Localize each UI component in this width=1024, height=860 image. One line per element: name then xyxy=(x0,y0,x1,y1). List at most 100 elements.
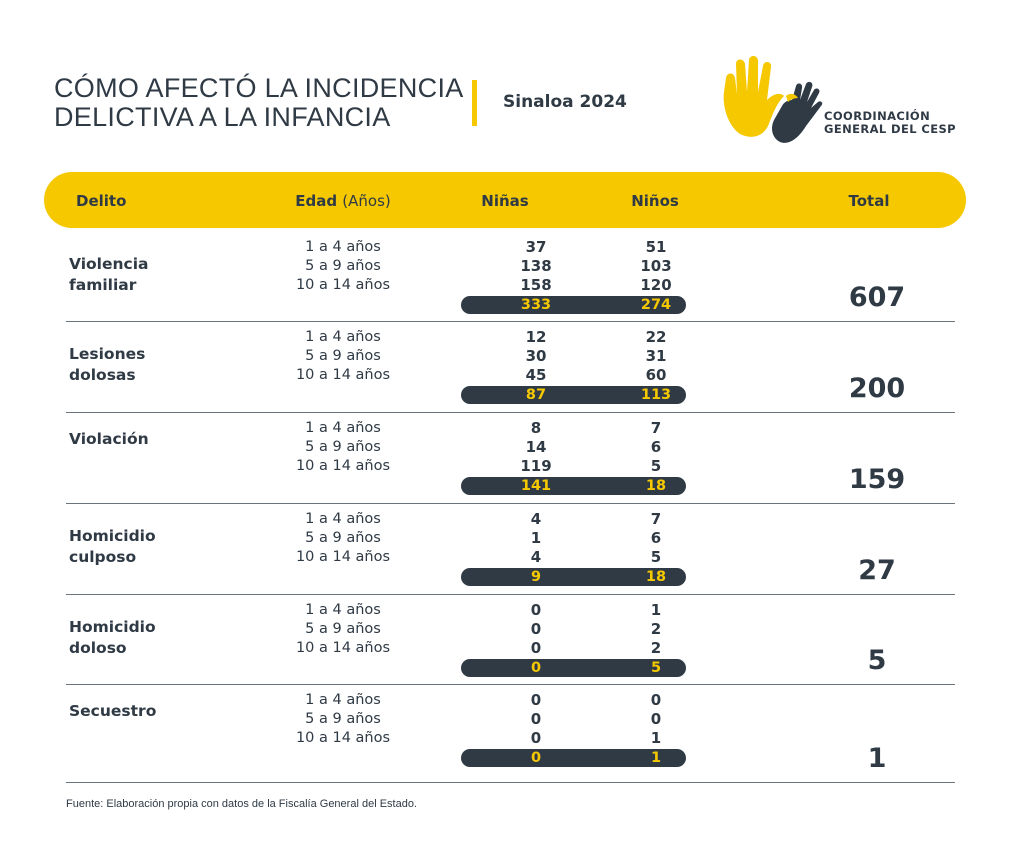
ninas-value: 119 xyxy=(520,457,552,475)
logo-wordmark: COORDINACIÓN GENERAL DEL CESP xyxy=(824,110,956,136)
column-header-delito: Delito xyxy=(76,192,127,210)
age-group-label: 10 a 14 años xyxy=(295,549,391,565)
ninos-subtotal: 113 xyxy=(640,387,672,403)
table-row: Homicidio culposo 1 a 4 años 4 7 5 a 9 años 1 6… xyxy=(66,504,955,595)
ninas-value: 4 xyxy=(530,548,542,566)
row-total: 200 xyxy=(848,373,906,404)
column-header-edad-label: Edad xyxy=(295,192,338,210)
crime-label-line: doloso xyxy=(69,639,127,657)
title-line-2: DELICTIVA A LA INFANCIA xyxy=(54,102,391,132)
ninos-subtotal: 5 xyxy=(650,660,662,676)
subtotal-pill xyxy=(461,386,686,404)
title-line-1: CÓMO AFECTÓ LA INCIDENCIA xyxy=(54,73,464,103)
age-group-label: 10 a 14 años xyxy=(295,277,391,293)
age-group-label: 10 a 14 años xyxy=(295,458,391,474)
ninos-value: 31 xyxy=(645,347,667,365)
row-divider xyxy=(66,502,955,504)
ninas-value: 158 xyxy=(520,276,552,294)
ninos-value: 60 xyxy=(645,366,667,384)
ninas-subtotal: 87 xyxy=(525,387,547,403)
ninos-value: 2 xyxy=(650,639,662,657)
table-row: Violación 1 a 4 años 8 7 5 a 9 años 14 6 10 a 1… xyxy=(66,413,955,504)
crime-label: Homicidio doloso xyxy=(69,617,209,659)
row-total: 159 xyxy=(848,464,906,495)
ninos-value: 0 xyxy=(650,710,662,728)
age-group-label: 5 a 9 años xyxy=(305,711,381,727)
ninos-value: 103 xyxy=(640,257,672,275)
ninas-value: 0 xyxy=(530,691,542,709)
age-group-label: 1 a 4 años xyxy=(305,692,381,708)
age-group-label: 5 a 9 años xyxy=(305,439,381,455)
age-group-label: 1 a 4 años xyxy=(305,239,381,255)
ninas-value: 12 xyxy=(525,328,547,346)
ninos-subtotal: 18 xyxy=(645,569,667,585)
crime-label-line: Secuestro xyxy=(69,702,157,720)
age-group-label: 1 a 4 años xyxy=(305,602,381,618)
age-group-label: 5 a 9 años xyxy=(305,621,381,637)
age-group-label: 10 a 14 años xyxy=(295,640,391,656)
ninos-value: 6 xyxy=(650,529,662,547)
age-group-label: 10 a 14 años xyxy=(295,730,391,746)
ninos-value: 1 xyxy=(650,601,662,619)
ninos-subtotal: 18 xyxy=(645,478,667,494)
age-group-label: 10 a 14 años xyxy=(295,367,391,383)
ninas-value: 1 xyxy=(530,529,542,547)
ninos-value: 6 xyxy=(650,438,662,456)
ninos-value: 7 xyxy=(650,419,662,437)
subtotal-pill xyxy=(461,477,686,495)
ninas-value: 0 xyxy=(530,601,542,619)
ninas-value: 14 xyxy=(525,438,547,456)
ninos-subtotal: 1 xyxy=(650,750,662,766)
table-row: Lesiones dolosas 1 a 4 años 12 22 5 a 9 años 3… xyxy=(66,322,955,413)
ninas-subtotal: 0 xyxy=(530,750,542,766)
ninos-value: 120 xyxy=(640,276,672,294)
row-divider xyxy=(66,411,955,413)
ninas-value: 0 xyxy=(530,620,542,638)
page-title: CÓMO AFECTÓ LA INCIDENCIA DELICTIVA A LA… xyxy=(54,74,474,132)
ninas-value: 0 xyxy=(530,639,542,657)
subtotal-pill xyxy=(461,659,686,677)
column-header-edad-unit: (Años) xyxy=(342,192,391,210)
ninos-value: 51 xyxy=(645,238,667,256)
crime-label: Lesiones dolosas xyxy=(69,344,209,386)
column-header-ninos: Niños xyxy=(631,192,679,210)
ninas-subtotal: 0 xyxy=(530,660,542,676)
ninas-value: 0 xyxy=(530,710,542,728)
ninos-value: 0 xyxy=(650,691,662,709)
crime-label-line: dolosas xyxy=(69,366,136,384)
ninos-value: 5 xyxy=(650,457,662,475)
crime-label-line: Homicidio xyxy=(69,618,156,636)
age-group-label: 5 a 9 años xyxy=(305,348,381,364)
row-total: 5 xyxy=(867,645,887,676)
table-row: Secuestro 1 a 4 años 0 0 5 a 9 años 0 0 10 a 14… xyxy=(66,685,955,783)
ninas-value: 138 xyxy=(520,257,552,275)
row-total: 607 xyxy=(848,282,906,313)
ninas-value: 4 xyxy=(530,510,542,528)
age-group-label: 5 a 9 años xyxy=(305,530,381,546)
ninos-value: 7 xyxy=(650,510,662,528)
subtotal-pill xyxy=(461,749,686,767)
ninos-value: 2 xyxy=(650,620,662,638)
age-group-label: 1 a 4 años xyxy=(305,420,381,436)
row-divider xyxy=(66,781,955,783)
ninas-value: 37 xyxy=(525,238,547,256)
crime-label-line: Homicidio xyxy=(69,527,156,545)
row-total: 1 xyxy=(867,743,887,774)
table-header-bar xyxy=(44,172,966,228)
hands-logo-icon xyxy=(723,56,823,143)
row-divider xyxy=(66,593,955,595)
crime-label: Violación xyxy=(69,429,209,450)
age-group-label: 1 a 4 años xyxy=(305,329,381,345)
ninas-subtotal: 333 xyxy=(520,297,552,313)
crime-label-line: Violencia xyxy=(69,255,149,273)
subtotal-pill xyxy=(461,568,686,586)
region-label: Sinaloa 2024 xyxy=(503,92,627,112)
crime-label-line: Violación xyxy=(69,430,149,448)
crime-label-line: familiar xyxy=(69,276,137,294)
crime-label: Violencia familiar xyxy=(69,254,209,296)
ninas-value: 8 xyxy=(530,419,542,437)
title-divider xyxy=(472,80,477,126)
subtotal-pill xyxy=(461,296,686,314)
age-group-label: 5 a 9 años xyxy=(305,258,381,274)
crime-label-line: Lesiones xyxy=(69,345,146,363)
